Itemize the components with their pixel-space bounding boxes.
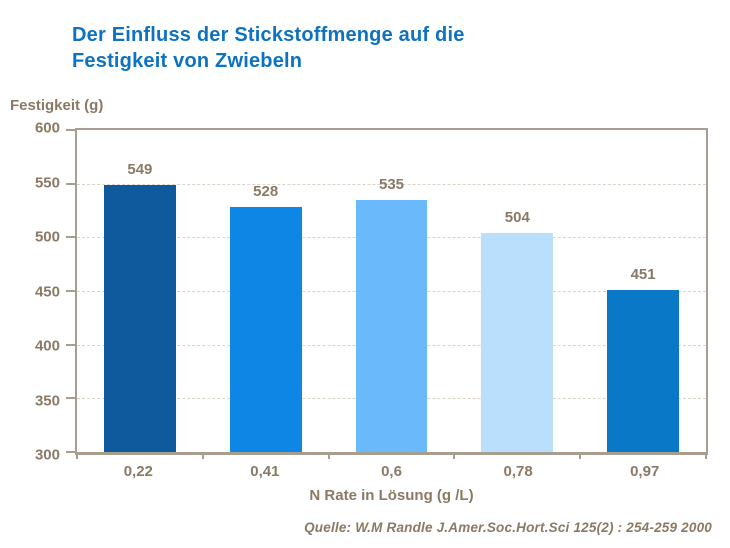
chart-title-line-2: Festigkeit von Zwiebeln xyxy=(72,50,303,73)
x-axis-tick xyxy=(76,452,78,459)
y-axis-tick xyxy=(66,451,75,453)
x-axis-tick xyxy=(201,452,204,459)
gridline xyxy=(77,183,706,185)
x-axis-tick-label: 0,41 xyxy=(250,463,280,480)
chart-title: Der Einfluss der Stickstoffmenge auf die… xyxy=(72,22,612,75)
y-axis-tick xyxy=(66,343,75,346)
bar-value-label: 528 xyxy=(253,183,279,201)
bar-0,6 xyxy=(355,199,428,452)
bar-value-label: 504 xyxy=(504,209,530,227)
x-axis-tick xyxy=(453,452,456,459)
y-axis-tick-label: 300 xyxy=(34,446,60,464)
y-axis-tick xyxy=(66,397,75,400)
y-axis-tick-label: 500 xyxy=(34,228,60,246)
y-axis-tick-label: 400 xyxy=(34,337,60,355)
x-axis-tick-labels: 0,22 0,41 0,6 0,78 0,97 xyxy=(75,463,708,483)
x-axis-tick-label: 0,97 xyxy=(630,463,660,480)
plot-area: 549 528 535 504 451 xyxy=(66,128,708,459)
source-citation: Quelle: W.M Randle J.Amer.Soc.Hort.Sci 1… xyxy=(304,520,712,535)
y-axis-tick-label: 450 xyxy=(34,283,60,300)
y-axis-tick-labels: 300 350 400 450 500 550 600 xyxy=(0,120,60,464)
y-axis-tick-label: 350 xyxy=(34,392,60,409)
bar-0,22 xyxy=(104,184,176,452)
y-axis-tick xyxy=(66,236,75,239)
chart-title-line-1: Der Einfluss der Stickstoffmenge auf die xyxy=(72,24,465,46)
y-axis-tick xyxy=(66,290,75,292)
bar-0,41 xyxy=(229,207,302,452)
x-axis-tick-label: 0,78 xyxy=(503,463,533,480)
x-axis-tick-label: 0,6 xyxy=(381,463,402,480)
x-axis-tick xyxy=(579,452,582,459)
y-axis-tick xyxy=(66,129,75,131)
bar-value-label: 549 xyxy=(127,160,153,178)
x-axis-tick xyxy=(705,452,707,459)
bar-0,78 xyxy=(481,233,554,452)
x-axis-title: N Rate in Lösung (g /L) xyxy=(309,487,474,504)
y-axis-tick-label: 600 xyxy=(34,119,60,137)
y-axis-tick xyxy=(66,182,75,185)
x-axis-tick-label: 0,22 xyxy=(123,463,153,480)
bar-value-label: 535 xyxy=(378,175,405,193)
bar-0,97 xyxy=(607,289,679,452)
x-axis-tick xyxy=(327,452,330,459)
bar-value-label: 451 xyxy=(630,265,656,283)
y-axis-tick-label: 550 xyxy=(34,174,60,191)
y-axis-title: Festigkeit (g) xyxy=(10,97,104,114)
